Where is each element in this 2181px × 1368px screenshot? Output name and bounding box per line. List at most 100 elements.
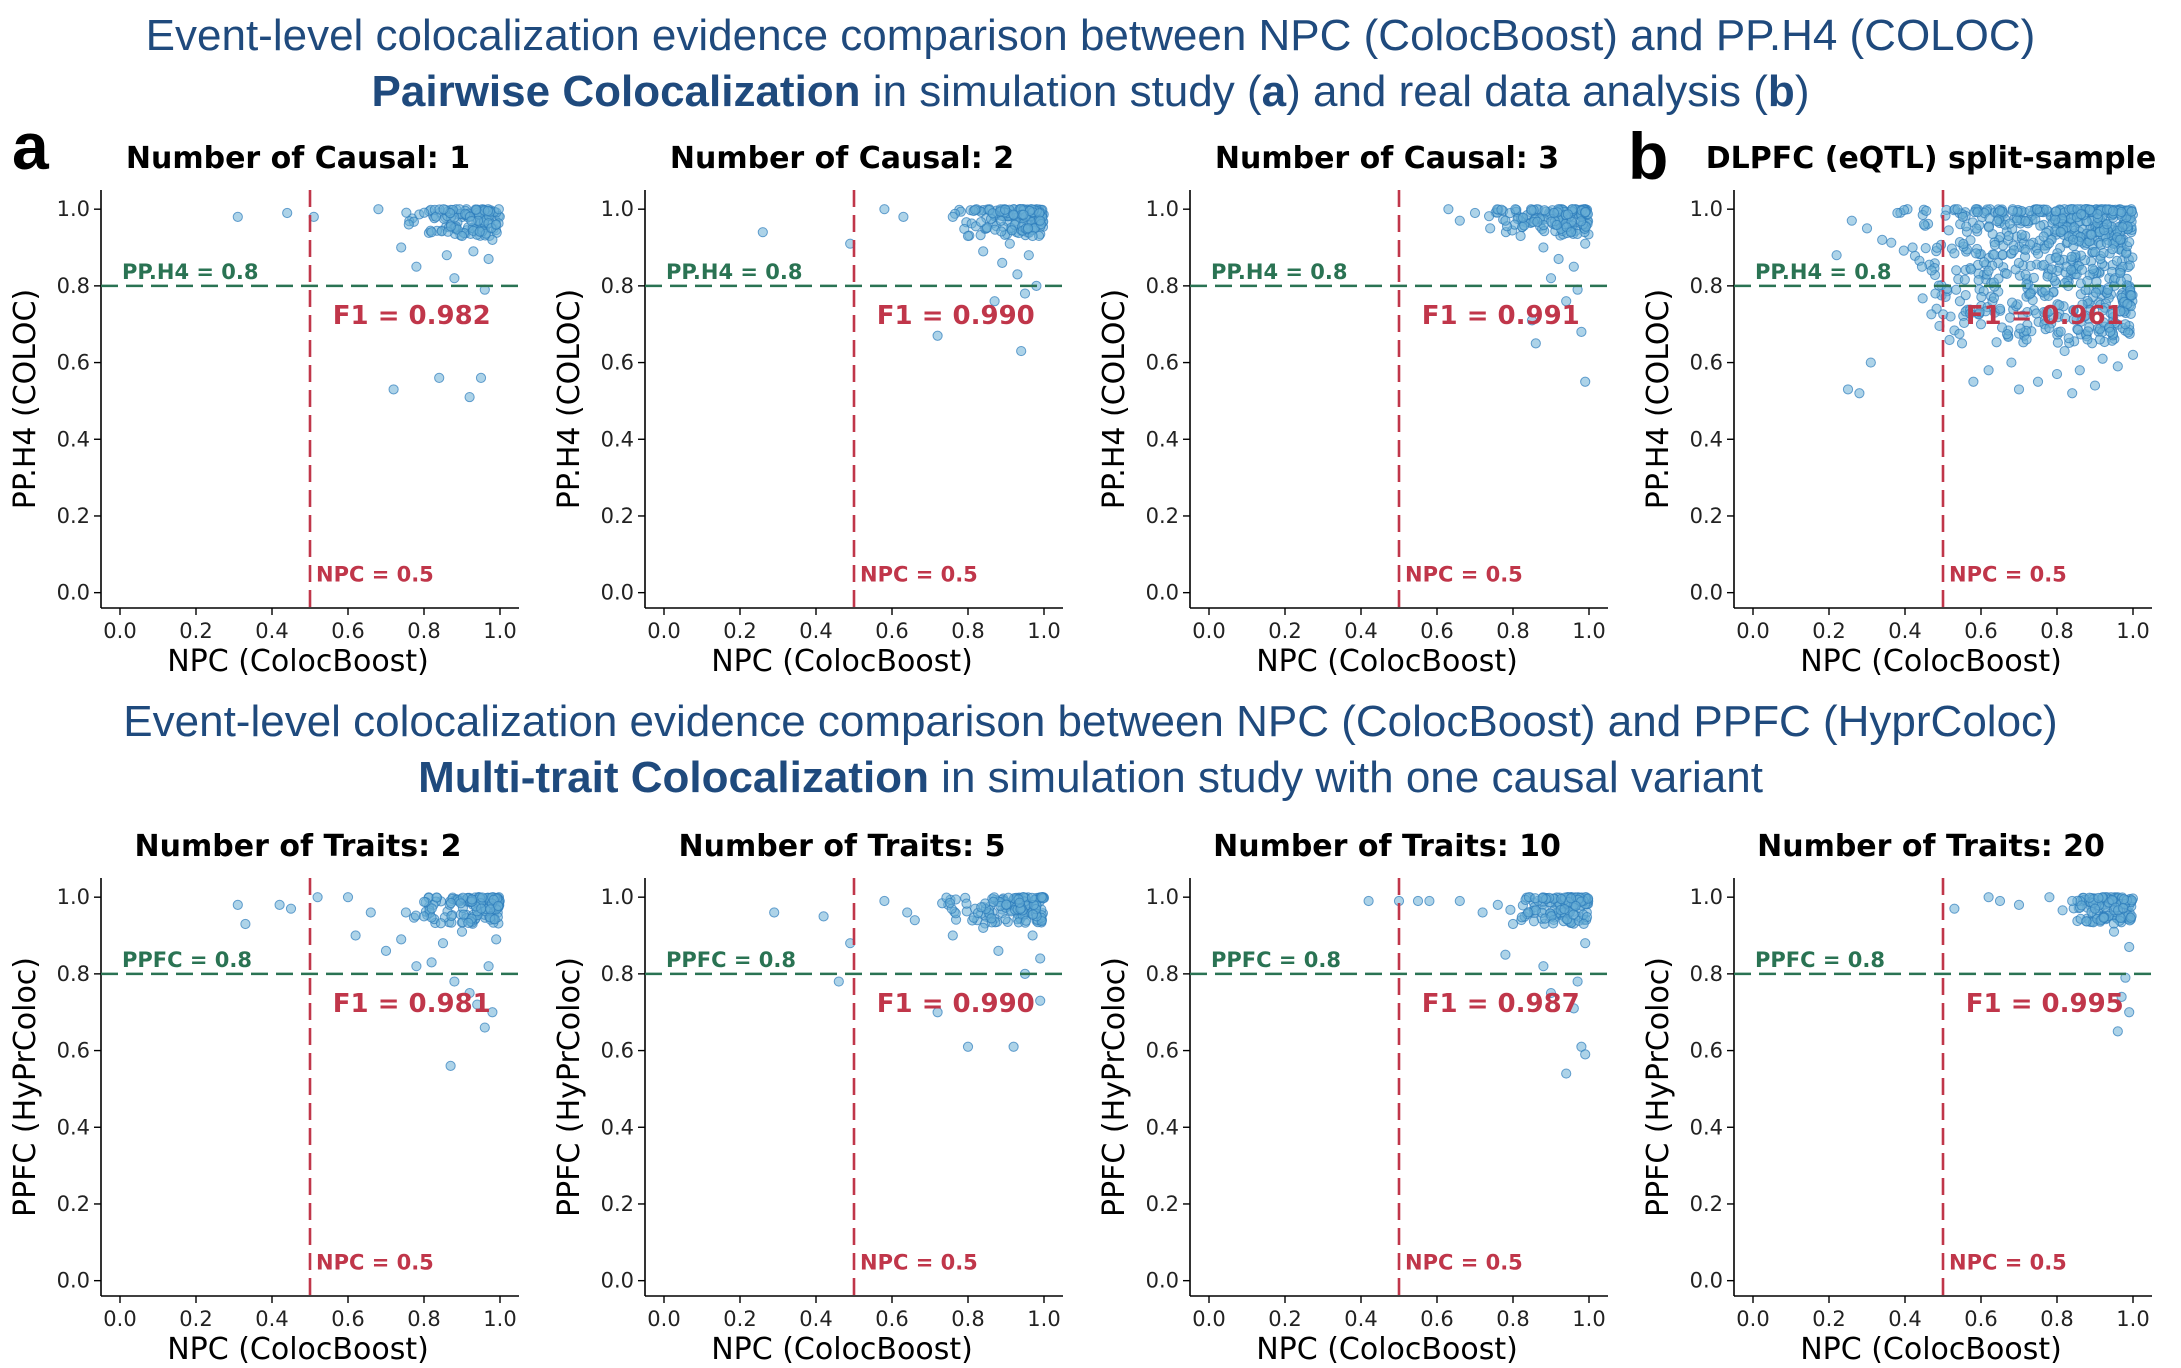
scatter-point bbox=[2051, 368, 2063, 380]
y-tick-label: 0.8 bbox=[601, 274, 634, 298]
scatter-point bbox=[431, 892, 442, 903]
scatter-point bbox=[2025, 288, 2036, 299]
scatter-point bbox=[2016, 229, 2027, 240]
scatter-point bbox=[2055, 226, 2066, 237]
scatter-point bbox=[2092, 208, 2103, 220]
scatter-point bbox=[2124, 237, 2135, 248]
header-top-text-a: in simulation study ( bbox=[860, 67, 1262, 116]
chart-title: Number of Traits: 2 bbox=[135, 829, 462, 864]
scatter-point bbox=[2089, 903, 2101, 914]
chart-panel-7: Number of Traits: 10 0.0 0.2 0.4 0.6 0.8 1.0 0.… bbox=[1097, 829, 1608, 1367]
scatter-point bbox=[2074, 365, 2085, 376]
y-tick-label: 0.4 bbox=[1146, 1115, 1179, 1139]
header-bottom-text: in simulation study with one causal vari… bbox=[928, 753, 1763, 802]
scatter-point bbox=[1526, 315, 1538, 326]
scatter-point bbox=[1553, 253, 1564, 265]
y-axis-label: PP.H4 (COLOC) bbox=[8, 289, 43, 509]
scatter-point bbox=[909, 915, 920, 926]
scatter-point bbox=[1949, 248, 1960, 259]
x-axis-label: NPC (ColocBoost) bbox=[1256, 1332, 1518, 1367]
scatter-point bbox=[1020, 915, 1032, 926]
scatter-point bbox=[240, 918, 251, 930]
data-points bbox=[232, 204, 505, 403]
scatter-point bbox=[932, 330, 943, 341]
scatter-point bbox=[2054, 300, 2065, 311]
threshold-label-horizontal: PP.H4 = 0.8 bbox=[122, 260, 259, 284]
scatter-point bbox=[1892, 207, 1903, 219]
scatter-point bbox=[474, 226, 485, 237]
scatter-point bbox=[2127, 349, 2139, 360]
header-top-letter-a: a bbox=[1261, 67, 1287, 116]
y-tick-label: 0.0 bbox=[1146, 581, 1179, 605]
scatter-point bbox=[1965, 308, 1976, 319]
y-tick-label: 0.8 bbox=[1690, 274, 1723, 298]
scatter-point bbox=[2020, 244, 2031, 255]
y-tick-label: 1.0 bbox=[57, 885, 90, 909]
scatter-point bbox=[1983, 222, 1994, 233]
x-tick-label: 0.6 bbox=[1420, 619, 1453, 643]
scatter-point bbox=[426, 903, 437, 914]
scatter-point bbox=[1580, 376, 1591, 387]
scatter-point bbox=[1959, 317, 1970, 329]
scatter-point bbox=[2081, 916, 2092, 927]
x-tick-label: 1.0 bbox=[483, 619, 516, 643]
scatter-point bbox=[2117, 222, 2128, 233]
x-axis-label: NPC (ColocBoost) bbox=[711, 1332, 973, 1367]
threshold-label-vertical: NPC = 0.5 bbox=[1949, 1251, 2067, 1275]
scatter-point bbox=[388, 384, 399, 395]
scatter-point bbox=[2076, 900, 2087, 911]
data-points bbox=[769, 892, 1050, 1052]
scatter-point bbox=[986, 913, 997, 924]
scatter-point bbox=[2004, 218, 2015, 229]
chart-title: Number of Traits: 20 bbox=[1757, 829, 2105, 864]
x-tick-label: 0.6 bbox=[1420, 1307, 1453, 1331]
scatter-point bbox=[2055, 326, 2066, 337]
scatter-point bbox=[1983, 365, 1994, 376]
scatter-point bbox=[1515, 230, 1526, 242]
chart-title: Number of Causal: 3 bbox=[1215, 141, 1559, 176]
data-points bbox=[1831, 204, 2139, 399]
f1-score-label: F1 = 0.990 bbox=[877, 301, 1035, 331]
scatter-point bbox=[978, 922, 989, 933]
scatter-point bbox=[2013, 899, 2025, 910]
scatter-point bbox=[2041, 204, 2052, 215]
y-tick-label: 1.0 bbox=[1146, 197, 1179, 221]
threshold-label-horizontal: PP.H4 = 0.8 bbox=[1755, 260, 1892, 284]
y-tick-label: 0.2 bbox=[1146, 504, 1179, 528]
scatter-point bbox=[419, 207, 430, 218]
x-tick-label: 0.0 bbox=[1736, 619, 1769, 643]
scatter-point bbox=[2021, 334, 2032, 345]
scatter-point bbox=[818, 911, 829, 922]
x-tick-label: 1.0 bbox=[1027, 619, 1060, 643]
scatter-point bbox=[1920, 243, 1931, 254]
x-tick-label: 0.2 bbox=[1812, 1307, 1845, 1331]
scatter-point bbox=[2067, 234, 2079, 245]
scatter-point bbox=[2107, 308, 2118, 319]
scatter-point bbox=[2112, 361, 2123, 372]
scatter-point bbox=[1027, 930, 1038, 941]
y-tick-label: 0.0 bbox=[601, 1269, 634, 1293]
x-tick-label: 0.4 bbox=[1344, 1307, 1377, 1331]
scatter-point bbox=[350, 930, 361, 941]
scatter-point bbox=[978, 246, 989, 257]
scatter-point bbox=[1012, 269, 1023, 280]
scatter-point bbox=[1035, 215, 1046, 226]
scatter-point bbox=[1943, 225, 1954, 236]
scatter-point bbox=[1548, 207, 1560, 219]
y-tick-label: 0.4 bbox=[1146, 427, 1179, 451]
y-axis-label: PP.H4 (COLOC) bbox=[552, 289, 587, 509]
x-axis-label: NPC (ColocBoost) bbox=[711, 644, 973, 679]
scatter-point bbox=[2111, 255, 2123, 266]
scatter-point bbox=[285, 903, 297, 914]
scatter-point bbox=[445, 1060, 456, 1072]
scatter-point bbox=[1561, 296, 1572, 307]
scatter-point bbox=[996, 226, 1007, 237]
x-axis-label: NPC (ColocBoost) bbox=[167, 1332, 429, 1367]
scatter-point bbox=[464, 987, 475, 999]
scatter-point bbox=[1035, 953, 1046, 964]
scatter-point bbox=[961, 898, 972, 909]
scatter-point bbox=[1568, 1003, 1579, 1014]
header-top-letter-b: b bbox=[1767, 67, 1795, 116]
data-points bbox=[1949, 892, 2139, 1037]
